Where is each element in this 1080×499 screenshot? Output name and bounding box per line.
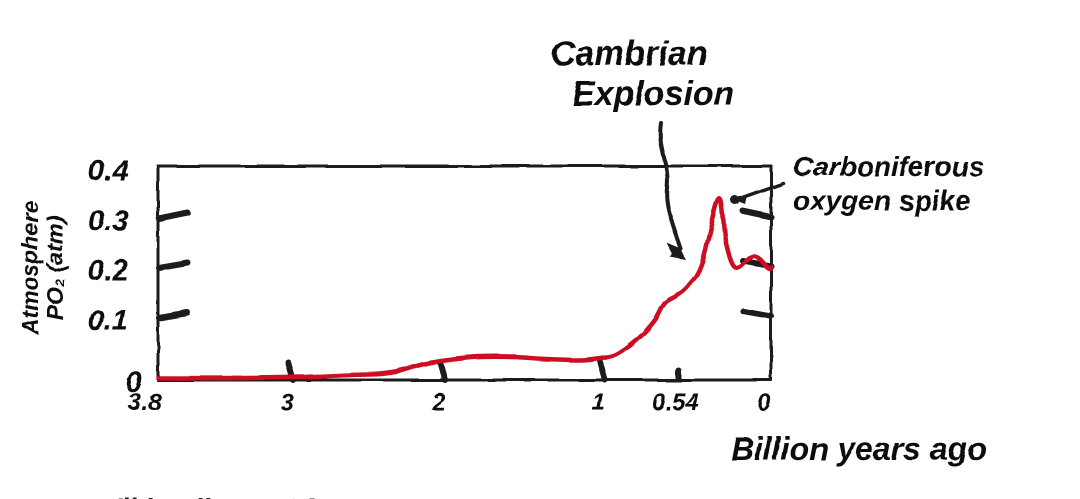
svg-text:Carboniferous: Carboniferous: [793, 151, 984, 182]
svg-text:1: 1: [592, 389, 605, 416]
svg-text:2: 2: [431, 389, 446, 416]
svg-text:0.3: 0.3: [88, 205, 128, 237]
svg-text:0.4: 0.4: [88, 155, 128, 187]
svg-text:PO₂ (atm): PO₂ (atm): [42, 216, 68, 321]
svg-text:0.54: 0.54: [652, 389, 699, 416]
svg-text:Billion years ago: Billion years ago: [731, 431, 987, 467]
svg-text:0.2: 0.2: [88, 255, 128, 287]
svg-text:Atmosphere: Atmosphere: [17, 201, 43, 336]
svg-text:0.1: 0.1: [88, 305, 128, 337]
svg-text:0: 0: [757, 389, 771, 416]
svg-text:3: 3: [280, 389, 294, 416]
svg-text:Cambrian: Cambrian: [551, 35, 708, 73]
svg-text:Wikipedia, NASA: Wikipedia, NASA: [95, 493, 320, 499]
svg-text:3.8: 3.8: [128, 389, 162, 416]
svg-text:oxygen spike: oxygen spike: [793, 185, 970, 216]
svg-text:Explosion: Explosion: [572, 75, 734, 113]
